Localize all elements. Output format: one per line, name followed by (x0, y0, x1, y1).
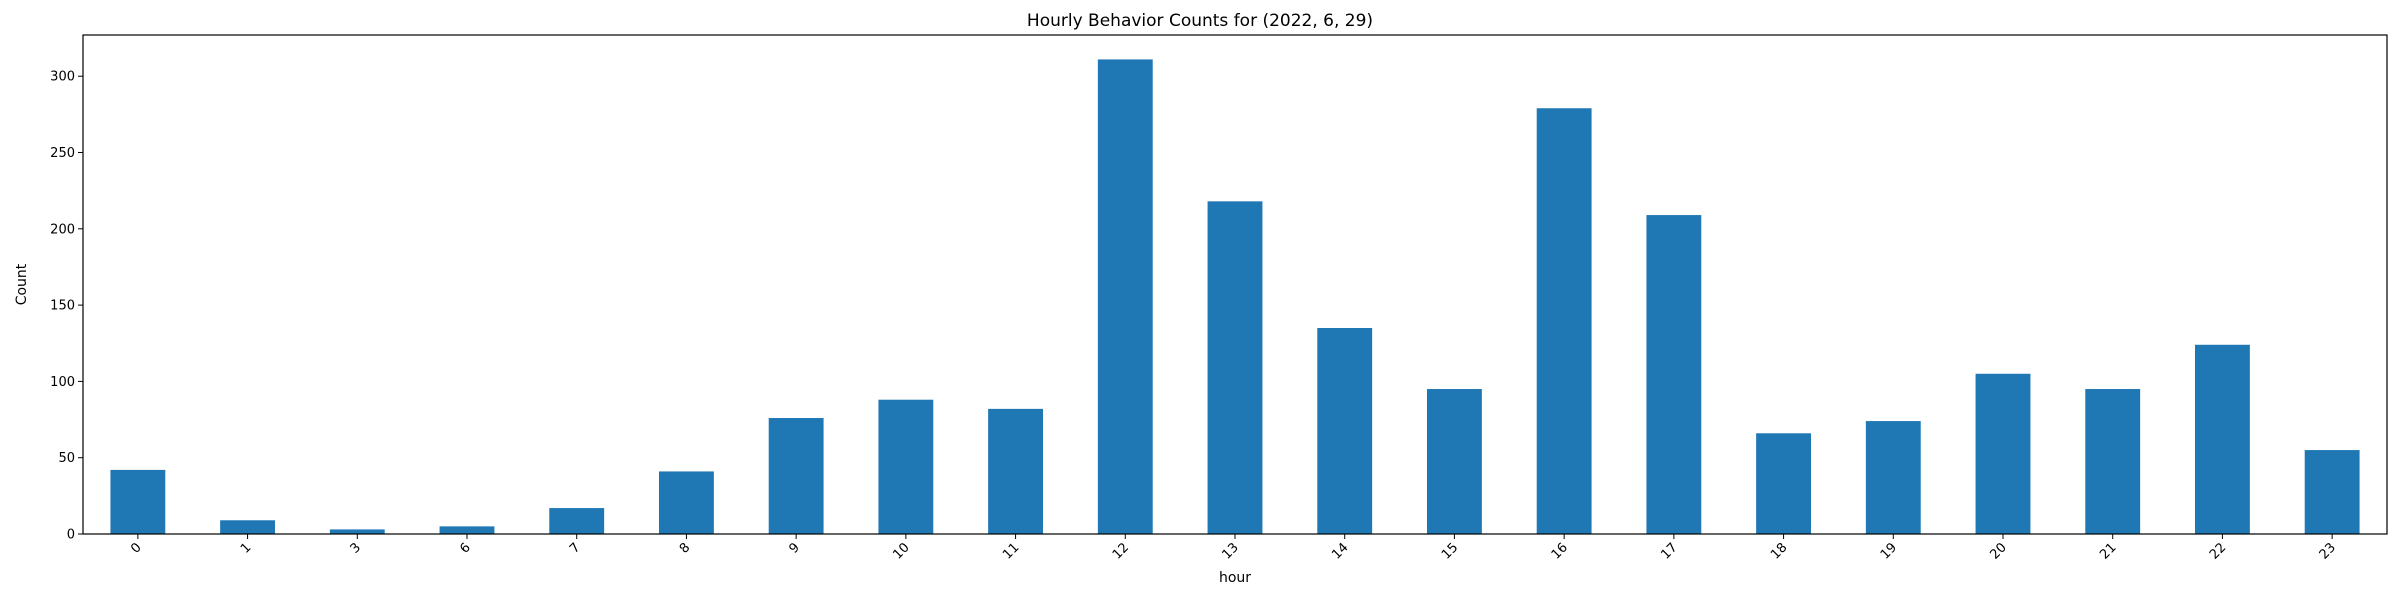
bar-hour-12 (1097, 59, 1153, 535)
bar-hour-15 (1427, 389, 1482, 534)
x-tick-label: 11 (1000, 540, 1022, 562)
bar-hour-16 (1536, 108, 1592, 534)
bar-hour-11 (988, 408, 1043, 534)
y-tick-label: 150 (50, 299, 75, 314)
y-tick-label: 250 (50, 146, 75, 161)
y-tick-label: 50 (58, 451, 75, 466)
bar-hour-9 (768, 418, 824, 534)
y-tick-label: 200 (50, 222, 75, 237)
x-tick-label: 1 (238, 540, 254, 556)
x-tick-label: 16 (1549, 540, 1571, 562)
x-tick-label: 12 (1110, 540, 1132, 562)
bar-hour-17 (1646, 215, 1702, 535)
bar-hour-20 (1975, 373, 2031, 534)
bar-hour-6 (439, 526, 495, 534)
bar-hour-3 (329, 529, 385, 534)
bar-hour-1 (220, 520, 275, 534)
bar-hour-22 (2195, 344, 2250, 534)
x-tick-label: 14 (1329, 540, 1351, 562)
x-tick-label: 18 (1768, 540, 1790, 562)
x-tick-label: 19 (1878, 540, 1900, 562)
x-tick-label: 10 (890, 540, 912, 562)
x-tick-label: 8 (677, 540, 693, 556)
bar-hour-0 (110, 469, 166, 534)
bar-hour-14 (1317, 327, 1373, 534)
y-tick-label: 0 (67, 528, 75, 543)
y-axis: 0 50 100 150 200 250 300 (50, 70, 83, 543)
bar-hour-10 (878, 399, 934, 534)
bar-hour-19 (1865, 421, 1921, 534)
x-tick-label: 23 (2317, 540, 2339, 562)
y-tick-label: 300 (50, 70, 75, 85)
x-tick-label: 22 (2207, 540, 2229, 562)
x-axis-title: hour (1219, 570, 1251, 586)
chart-title: Hourly Behavior Counts for (2022, 6, 29) (1027, 11, 1373, 31)
x-tick-label: 17 (1658, 540, 1680, 562)
x-tick-label: 3 (348, 540, 364, 556)
x-tick-label: 20 (1988, 540, 2010, 562)
x-tick-label: 13 (1220, 540, 1242, 562)
bar-hour-18 (1756, 433, 1811, 534)
x-tick-label: 15 (1439, 540, 1461, 562)
bar-hour-21 (2085, 389, 2141, 534)
x-axis: 0 1 3 6 7 8 9 10 11 12 13 14 15 16 17 18 19 20 21 22 23 (128, 534, 2339, 563)
bar-hour-23 (2304, 450, 2360, 534)
bar-hour-8 (659, 471, 714, 534)
y-axis-title: Count (14, 263, 30, 305)
y-tick-label: 100 (50, 375, 75, 390)
bar-hour-7 (549, 508, 605, 534)
x-tick-label: 7 (567, 540, 583, 556)
plot-frame (82, 34, 2388, 535)
x-tick-label: 9 (787, 540, 803, 556)
x-tick-label: 0 (128, 540, 144, 556)
bar-hour-13 (1207, 201, 1263, 535)
x-tick-label: 6 (457, 540, 473, 556)
bars-group (110, 59, 2360, 535)
x-tick-label: 21 (2097, 540, 2119, 562)
